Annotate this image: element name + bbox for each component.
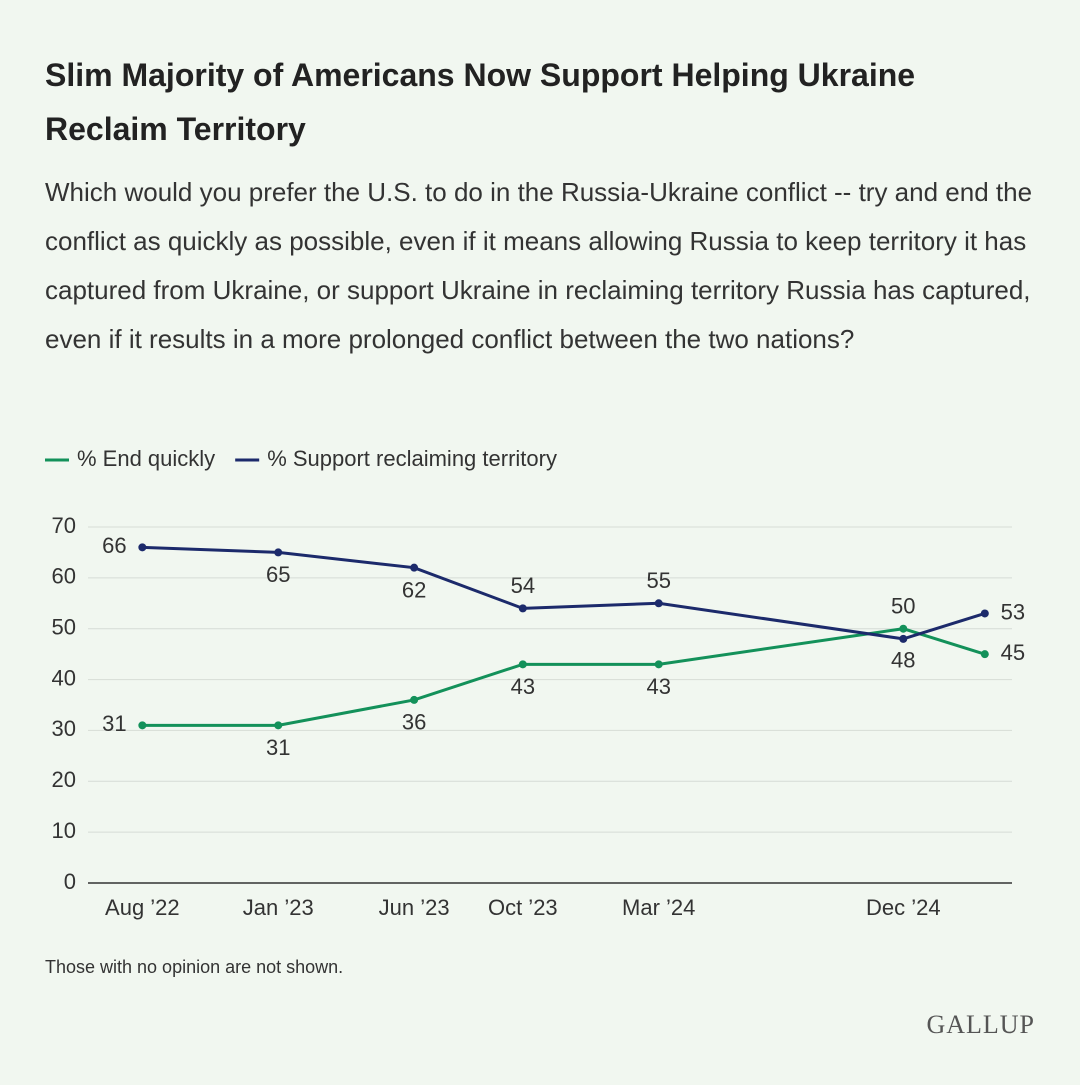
data-point (899, 634, 908, 643)
y-tick-label: 10 (52, 818, 76, 843)
y-tick-label: 0 (64, 869, 76, 894)
data-point (138, 543, 147, 552)
x-tick-label: Jun ’23 (379, 895, 450, 920)
y-tick-label: 30 (52, 716, 76, 741)
x-tick-label: Dec ’24 (866, 895, 941, 920)
chart: % End quickly % Support reclaiming territ… (45, 446, 1025, 920)
y-tick-label: 40 (52, 665, 76, 690)
y-tick-label: 70 (52, 513, 76, 538)
data-label: 48 (891, 648, 915, 673)
data-label: 31 (266, 735, 290, 760)
data-point (274, 548, 283, 557)
data-label: 54 (511, 573, 535, 598)
y-tick-label: 50 (52, 615, 76, 640)
data-label: 53 (1001, 599, 1025, 624)
data-label: 65 (266, 562, 290, 587)
x-tick-label: Mar ’24 (622, 895, 695, 920)
data-label: 36 (402, 710, 426, 735)
chart-title: Slim Majority of Americans Now Support H… (45, 57, 916, 147)
data-point (980, 650, 989, 659)
x-tick-label: Jan ’23 (243, 895, 314, 920)
data-label: 55 (646, 568, 670, 593)
data-label: 66 (102, 533, 126, 558)
data-label: 45 (1001, 640, 1025, 665)
chart-subtitle: Which would you prefer the U.S. to do in… (45, 177, 1033, 354)
y-tick-label: 60 (52, 564, 76, 589)
data-point (410, 695, 419, 704)
data-label: 62 (402, 577, 426, 602)
data-label: 31 (102, 711, 126, 736)
data-point (980, 609, 989, 618)
legend-label: % Support reclaiming territory (267, 446, 557, 471)
x-tick-label: Aug ’22 (105, 895, 180, 920)
data-point (274, 721, 283, 730)
y-tick-label: 20 (52, 767, 76, 792)
data-label: 43 (511, 674, 535, 699)
data-point (410, 563, 419, 572)
data-point (138, 721, 147, 730)
data-point (899, 624, 908, 633)
data-point (518, 604, 527, 613)
data-label: 43 (646, 674, 670, 699)
data-point (654, 599, 663, 608)
source-logo: GALLUP (926, 1010, 1035, 1039)
series-line (142, 545, 986, 641)
footnote: Those with no opinion are not shown. (45, 957, 344, 977)
data-label: 50 (891, 594, 915, 619)
series-line (142, 627, 986, 727)
data-point (654, 660, 663, 669)
data-point (518, 660, 527, 669)
legend-label: % End quickly (77, 446, 215, 471)
x-tick-label: Oct ’23 (488, 895, 558, 920)
